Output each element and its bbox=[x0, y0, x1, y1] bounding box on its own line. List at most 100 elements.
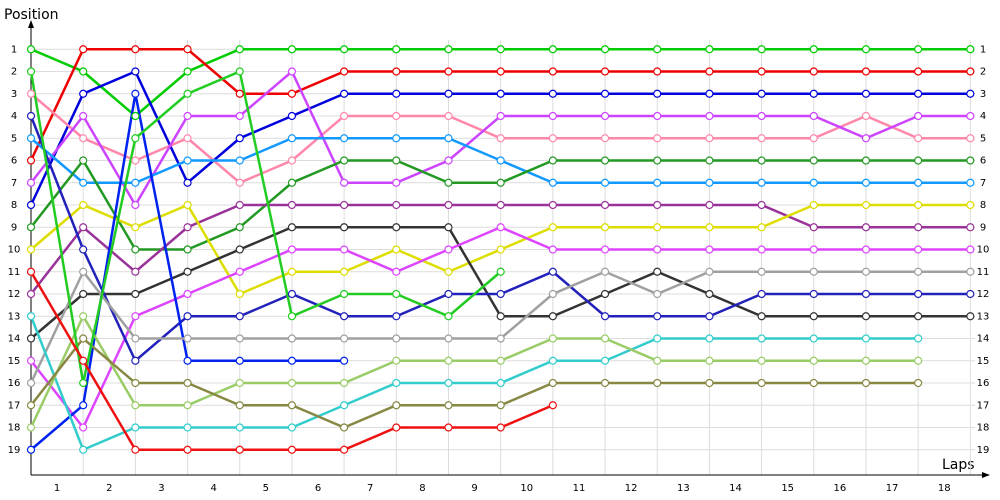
y-tick-label-right: 1 bbox=[980, 44, 986, 55]
lap-marker bbox=[340, 134, 349, 143]
lap-marker bbox=[392, 67, 401, 76]
lap-marker bbox=[966, 223, 975, 232]
lap-marker bbox=[653, 289, 662, 299]
lap-marker bbox=[26, 89, 36, 98]
lap-marker bbox=[496, 67, 505, 76]
lap-marker bbox=[26, 356, 36, 365]
lap-marker bbox=[183, 111, 192, 121]
lap-marker bbox=[757, 134, 766, 143]
lap-marker bbox=[966, 200, 975, 210]
lap-marker bbox=[183, 245, 192, 254]
lap-marker bbox=[809, 267, 818, 276]
lap-marker bbox=[131, 200, 140, 210]
lap-marker bbox=[79, 334, 88, 343]
lap-marker bbox=[235, 89, 244, 98]
y-tick-label: 2 bbox=[11, 67, 17, 78]
lap-marker bbox=[705, 267, 714, 276]
lap-marker bbox=[966, 134, 975, 143]
lap-marker bbox=[496, 245, 505, 254]
lap-marker bbox=[861, 334, 871, 343]
lap-marker bbox=[444, 356, 453, 365]
lap-marker bbox=[287, 445, 297, 454]
lap-marker bbox=[183, 445, 192, 454]
lap-marker bbox=[183, 67, 192, 76]
lap-marker bbox=[861, 156, 871, 165]
lap-marker bbox=[392, 178, 401, 187]
lap-marker bbox=[131, 245, 140, 254]
lap-marker bbox=[26, 312, 36, 321]
lap-marker bbox=[131, 67, 140, 76]
lap-marker bbox=[79, 378, 88, 388]
lap-marker bbox=[861, 89, 871, 98]
lap-marker bbox=[287, 267, 297, 276]
lap-marker bbox=[757, 67, 766, 76]
lap-marker bbox=[26, 178, 36, 187]
lap-marker bbox=[444, 200, 453, 210]
lap-marker bbox=[392, 156, 401, 165]
lap-marker bbox=[914, 356, 923, 365]
lap-marker bbox=[235, 289, 244, 299]
lap-marker bbox=[966, 67, 975, 76]
x-tick-label: 14 bbox=[729, 483, 742, 494]
lap-marker bbox=[705, 289, 714, 299]
lap-marker bbox=[548, 200, 557, 210]
lap-marker bbox=[444, 267, 453, 276]
lap-marker bbox=[914, 111, 923, 121]
lap-marker bbox=[392, 401, 401, 410]
lap-marker bbox=[653, 334, 662, 343]
lap-marker bbox=[287, 356, 297, 365]
lap-marker bbox=[653, 378, 662, 388]
lap-marker bbox=[444, 111, 453, 121]
lap-marker bbox=[444, 45, 453, 54]
lap-marker bbox=[183, 334, 192, 343]
lap-marker bbox=[444, 67, 453, 76]
lap-marker bbox=[861, 111, 871, 121]
lap-marker bbox=[757, 289, 766, 299]
lap-marker bbox=[444, 378, 453, 388]
x-tick-label: 5 bbox=[263, 483, 269, 494]
lap-marker bbox=[340, 111, 349, 121]
lap-marker bbox=[183, 378, 192, 388]
series-line bbox=[29, 313, 919, 429]
y-tick-label-right: 19 bbox=[977, 445, 990, 456]
lap-marker bbox=[548, 156, 557, 165]
lap-marker bbox=[757, 111, 766, 121]
lap-marker bbox=[757, 378, 766, 388]
lap-marker bbox=[548, 134, 557, 143]
x-tick-label: 1 bbox=[54, 483, 60, 494]
lap-marker bbox=[705, 378, 714, 388]
lap-marker bbox=[79, 356, 88, 365]
x-axis-title: Laps bbox=[942, 457, 975, 473]
lap-marker bbox=[653, 156, 662, 165]
lap-marker bbox=[235, 378, 244, 388]
lap-marker bbox=[340, 401, 349, 410]
lap-marker bbox=[287, 156, 297, 165]
lap-marker bbox=[653, 312, 662, 321]
lap-marker bbox=[548, 223, 557, 232]
lap-marker bbox=[966, 156, 975, 165]
lap-marker bbox=[131, 223, 140, 232]
lap-marker bbox=[26, 378, 36, 388]
lap-marker bbox=[131, 401, 140, 410]
lap-marker bbox=[966, 178, 975, 187]
lap-marker bbox=[548, 401, 557, 410]
lap-marker bbox=[548, 267, 557, 276]
lap-marker bbox=[600, 334, 610, 343]
lap-marker bbox=[131, 178, 140, 187]
lap-marker bbox=[392, 334, 401, 343]
lap-marker bbox=[340, 334, 349, 343]
lap-marker bbox=[757, 334, 766, 343]
x-tick-label: 10 bbox=[520, 483, 533, 494]
lap-marker bbox=[79, 45, 88, 54]
lap-marker bbox=[496, 223, 505, 232]
lap-marker bbox=[287, 134, 297, 143]
lap-marker bbox=[496, 45, 505, 54]
y-tick-label: 17 bbox=[8, 400, 21, 411]
lap-marker bbox=[79, 245, 88, 254]
x-tick-label: 12 bbox=[625, 483, 638, 494]
y-tick-label: 15 bbox=[8, 356, 21, 367]
lap-marker bbox=[392, 223, 401, 232]
lap-marker bbox=[26, 423, 36, 432]
lap-marker bbox=[809, 378, 818, 388]
lap-marker bbox=[496, 178, 505, 187]
